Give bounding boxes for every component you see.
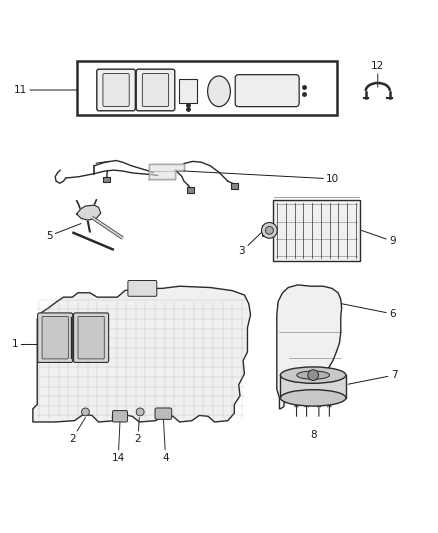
FancyBboxPatch shape (280, 375, 346, 398)
Circle shape (112, 414, 120, 422)
Text: 5: 5 (46, 223, 81, 241)
Polygon shape (277, 285, 342, 409)
Text: 2: 2 (134, 418, 141, 444)
FancyBboxPatch shape (187, 187, 194, 193)
Text: 11: 11 (14, 85, 77, 95)
Text: 3: 3 (239, 231, 263, 256)
Text: 12: 12 (371, 61, 385, 87)
FancyBboxPatch shape (103, 74, 129, 107)
Ellipse shape (208, 76, 230, 107)
Polygon shape (77, 205, 101, 220)
Text: 9: 9 (361, 230, 396, 246)
Text: 8: 8 (310, 430, 317, 440)
FancyBboxPatch shape (235, 75, 299, 107)
Polygon shape (149, 164, 184, 179)
FancyBboxPatch shape (262, 225, 271, 236)
Circle shape (261, 222, 277, 238)
Text: 6: 6 (342, 304, 396, 319)
Ellipse shape (280, 390, 346, 406)
Text: 1: 1 (12, 340, 39, 350)
FancyBboxPatch shape (142, 74, 169, 107)
Text: 10: 10 (184, 171, 339, 184)
Circle shape (81, 408, 89, 416)
FancyBboxPatch shape (273, 200, 360, 261)
Text: 2: 2 (69, 418, 85, 444)
FancyBboxPatch shape (38, 313, 73, 362)
FancyBboxPatch shape (231, 183, 238, 189)
Text: 14: 14 (112, 421, 125, 463)
FancyBboxPatch shape (179, 79, 197, 103)
FancyBboxPatch shape (136, 69, 175, 111)
FancyBboxPatch shape (103, 177, 110, 182)
Text: 4: 4 (162, 418, 169, 463)
Ellipse shape (280, 367, 346, 383)
Circle shape (308, 370, 318, 381)
FancyBboxPatch shape (42, 317, 68, 359)
Ellipse shape (297, 371, 329, 379)
FancyBboxPatch shape (155, 408, 172, 419)
Polygon shape (33, 286, 251, 422)
Bar (77, 61, 337, 115)
FancyBboxPatch shape (97, 69, 135, 111)
Circle shape (136, 408, 144, 416)
Text: 7: 7 (348, 370, 397, 384)
FancyBboxPatch shape (78, 317, 104, 359)
FancyBboxPatch shape (128, 280, 157, 296)
FancyBboxPatch shape (74, 313, 109, 362)
FancyBboxPatch shape (113, 410, 127, 422)
Circle shape (265, 227, 273, 235)
